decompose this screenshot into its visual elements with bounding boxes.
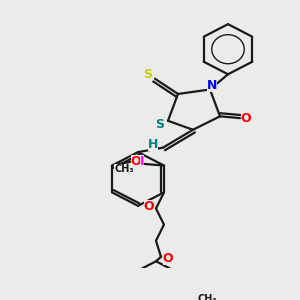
Text: CH₃: CH₃ bbox=[114, 164, 134, 174]
Text: O: O bbox=[131, 154, 141, 168]
Text: S: S bbox=[143, 68, 152, 81]
Text: O: O bbox=[241, 112, 251, 124]
Text: CH₃: CH₃ bbox=[198, 294, 218, 300]
Text: S: S bbox=[155, 118, 164, 131]
Text: N: N bbox=[207, 79, 217, 92]
Text: O: O bbox=[163, 252, 173, 265]
Text: H: H bbox=[148, 138, 158, 151]
Text: O: O bbox=[144, 200, 154, 213]
Text: I: I bbox=[140, 154, 144, 168]
